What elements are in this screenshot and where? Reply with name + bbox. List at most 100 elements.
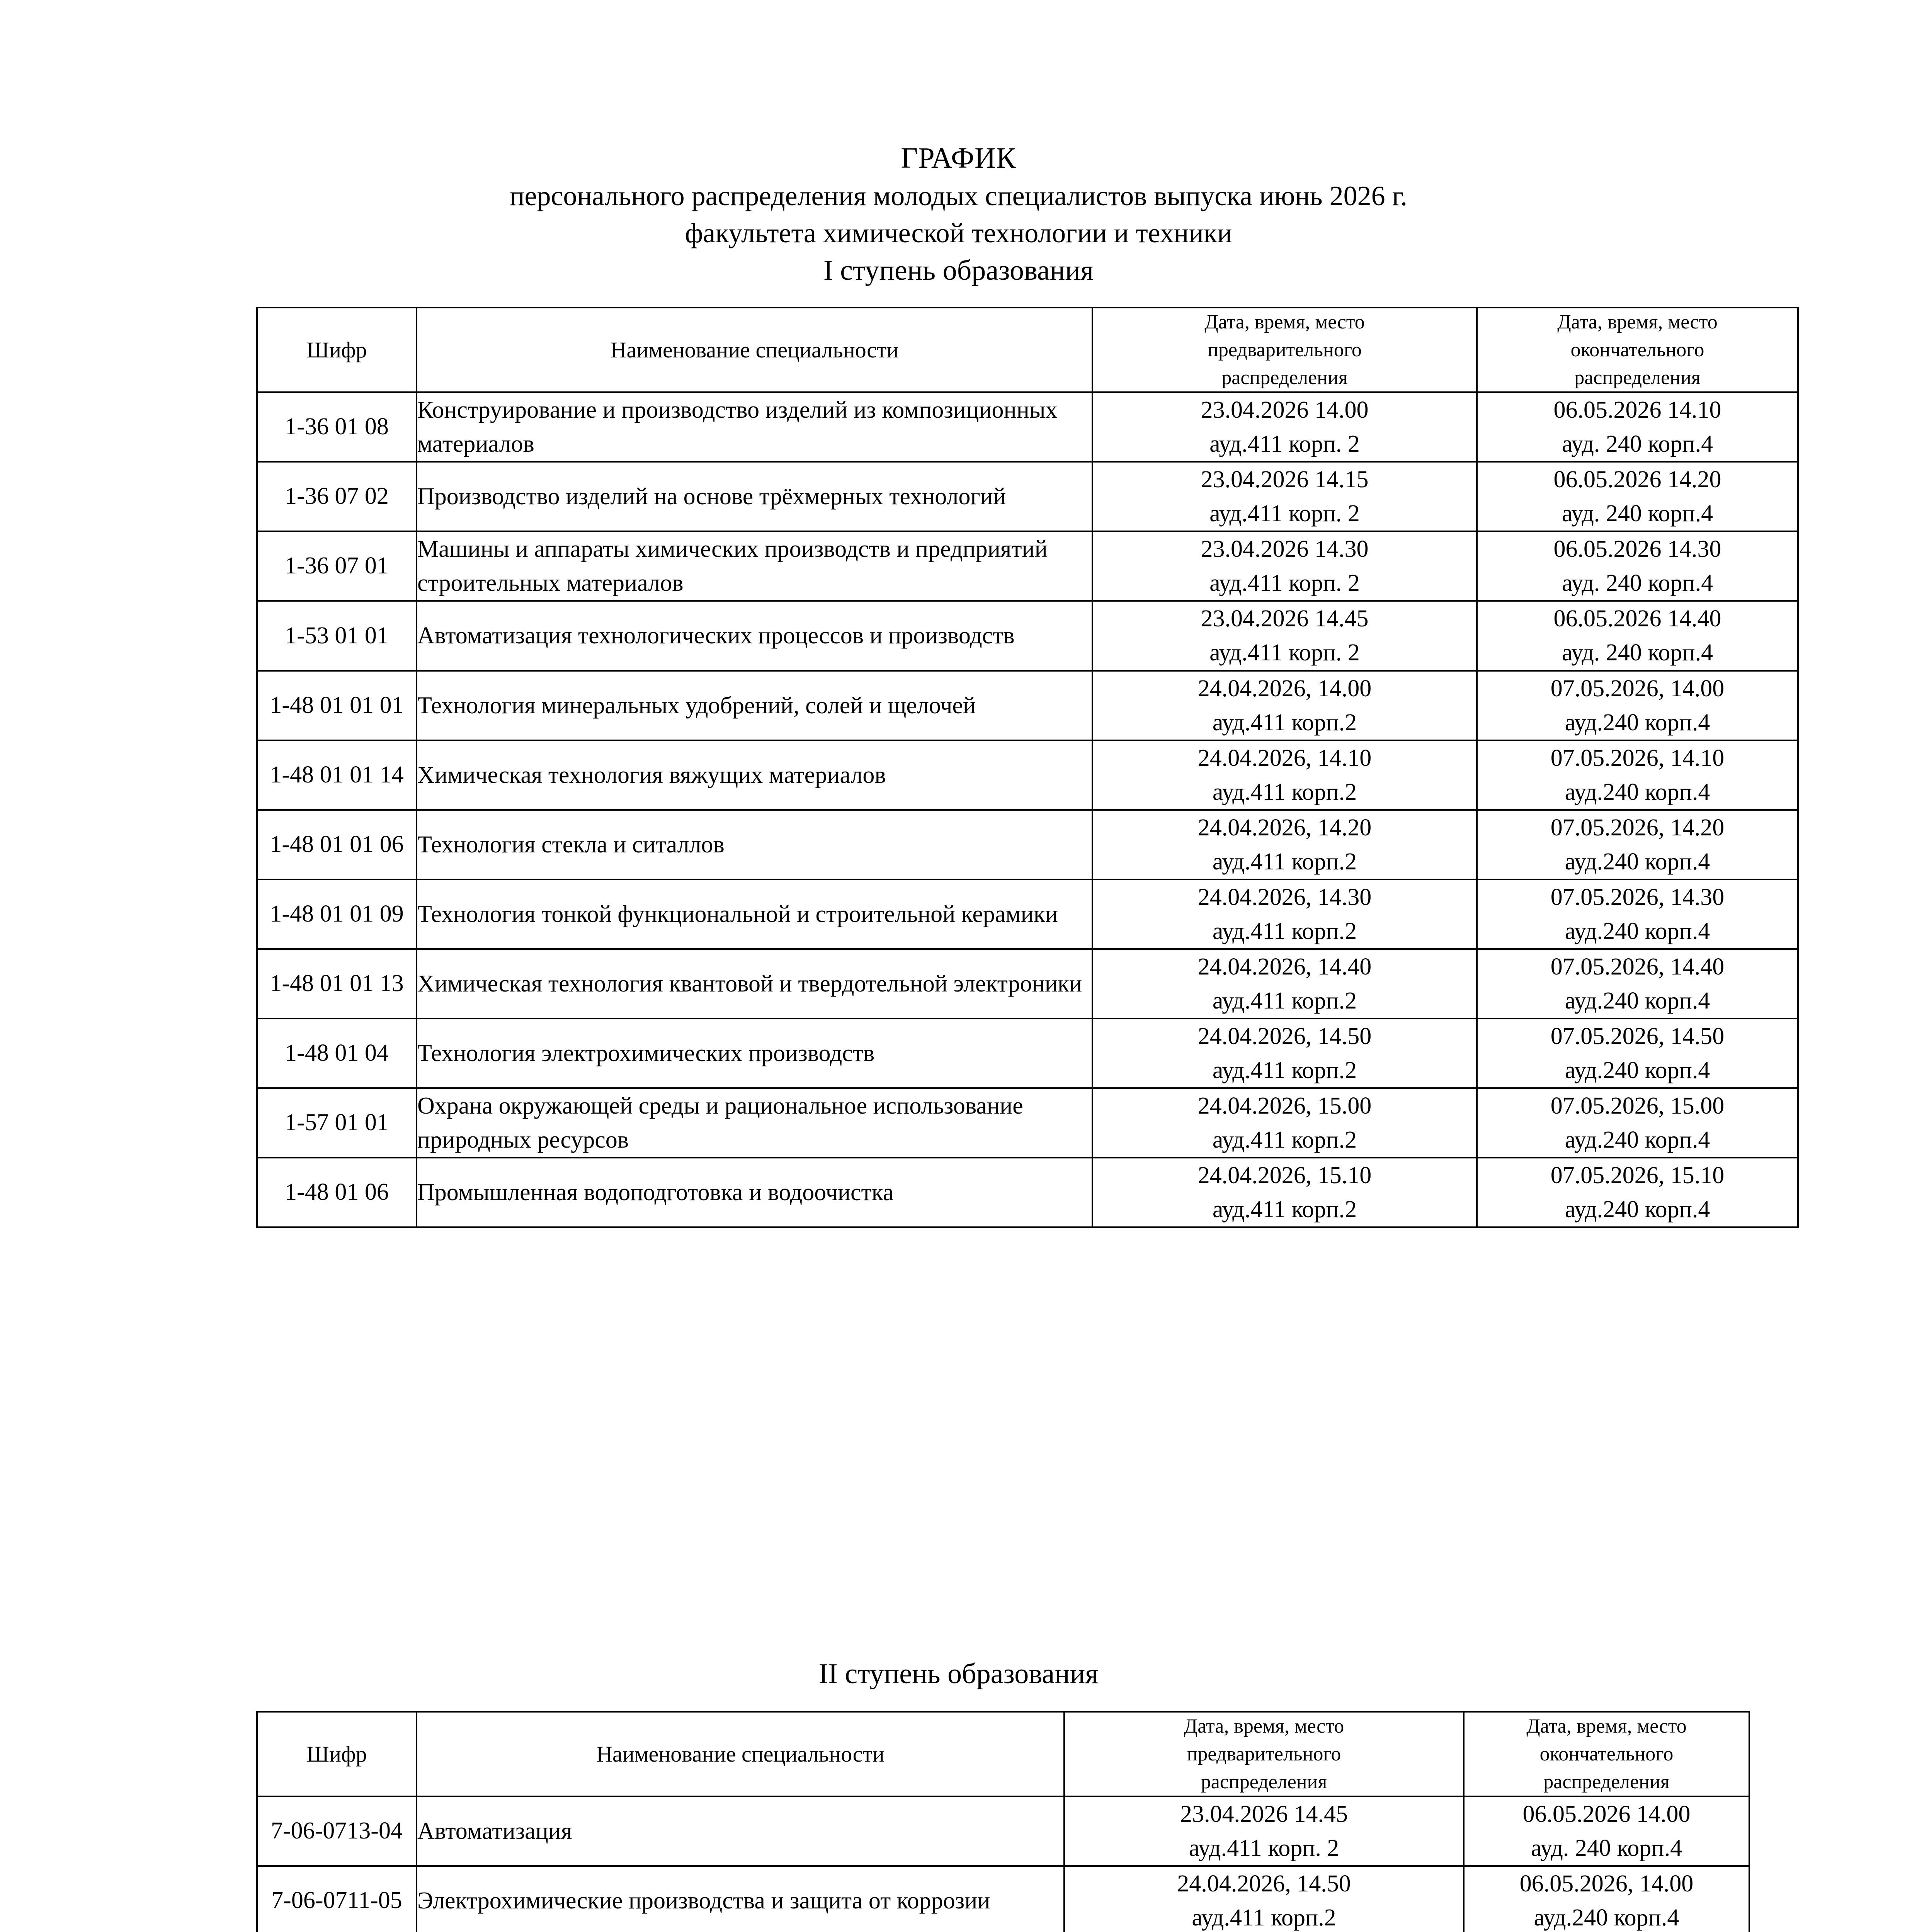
cell-final-distribution: 06.05.2026 14.20 ауд. 240 корп.4 [1476,461,1799,532]
preliminary-header-line-3: распределения [1221,366,1348,389]
schedule-table-stage-2-body: 7-06-0713-04 Автоматизация 23.04.2026 14.4… [256,1796,1750,1932]
preliminary-header-line-3: распределения [1201,1770,1327,1793]
schedule-table-stage-1-body: 1-36 01 08 Конструирование и производство… [256,391,1799,1228]
preliminary-datetime: 24.04.2026, 14.30 [1197,884,1372,910]
final-datetime: 07.05.2026, 15.10 [1550,1162,1725,1189]
final-location: ауд.240 корп.4 [1565,1196,1710,1223]
table-row: 1-48 01 01 13 Химическая технология квант… [256,948,1799,1019]
final-location: ауд. 240 корп.4 [1531,1835,1682,1862]
cell-code: 1-48 01 01 13 [256,948,417,1019]
preliminary-location: ауд.411 корп. 2 [1209,431,1360,457]
cell-preliminary-distribution: 23.04.2026 14.45 ауд.411 корп. 2 [1092,600,1478,672]
final-header-line-1: Дата, время, место [1526,1715,1687,1737]
cell-preliminary-distribution: 24.04.2026, 14.50 ауд.411 корп.2 [1092,1017,1478,1089]
preliminary-location: ауд.411 корп.2 [1212,987,1357,1014]
table-header-row: Шифр Наименование специальности Дата, вр… [256,306,1799,393]
final-location: ауд.240 корп.4 [1565,848,1710,875]
preliminary-location: ауд.411 корп.2 [1212,779,1357,805]
cell-specialty-name: Химическая технология квантовой и твердо… [416,948,1093,1019]
cell-specialty-name: Конструирование и производство изделий и… [416,391,1093,463]
final-datetime: 07.05.2026, 15.00 [1550,1092,1725,1119]
preliminary-location: ауд.411 корп.2 [1212,1126,1357,1153]
preliminary-datetime: 24.04.2026, 14.20 [1197,814,1372,841]
final-location: ауд.240 корп.4 [1534,1905,1679,1931]
cell-preliminary-distribution: 24.04.2026, 15.00 ауд.411 корп.2 [1092,1087,1478,1158]
final-datetime: 06.05.2026 14.00 [1522,1801,1691,1828]
cell-preliminary-distribution: 24.04.2026, 14.10 ауд.411 корп.2 [1092,739,1478,811]
table-header-row: Шифр Наименование специальности Дата, вр… [256,1711,1750,1798]
table-row: 1-57 01 01 Охрана окружающей среды и раци… [256,1087,1799,1158]
final-datetime: 07.05.2026, 14.30 [1550,884,1725,910]
cell-preliminary-distribution: 24.04.2026, 14.00 ауд.411 корп.2 [1092,670,1478,741]
cell-code: 7-06-0711-05 [256,1865,417,1932]
preliminary-header-line-1: Дата, время, место [1204,311,1365,333]
cell-final-distribution: 06.05.2026 14.10 ауд. 240 корп.4 [1476,391,1799,463]
cell-preliminary-distribution: 24.04.2026, 14.40 ауд.411 корп.2 [1092,948,1478,1019]
cell-specialty-name: Охрана окружающей среды и рациональное и… [416,1087,1093,1158]
cell-preliminary-distribution: 24.04.2026, 14.50 ауд.411 корп.2 [1063,1865,1465,1932]
preliminary-location: ауд.411 корп.2 [1212,1057,1357,1083]
final-location: ауд.240 корп.4 [1565,779,1710,805]
preliminary-location: ауд.411 корп.2 [1212,1196,1357,1223]
table-row: 1-48 01 01 06 Технология стекла и ситалло… [256,809,1799,880]
final-location: ауд.240 корп.4 [1565,987,1710,1014]
table-row: 1-48 01 01 09 Технология тонкой функциона… [256,878,1799,950]
final-location: ауд.240 корп.4 [1565,1126,1710,1153]
cell-specialty-name: Технология тонкой функциональной и строи… [416,878,1093,950]
page-title: ГРАФИК [901,142,1016,174]
cell-final-distribution: 06.05.2026 14.30 ауд. 240 корп.4 [1476,531,1799,602]
final-location: ауд. 240 корп.4 [1561,639,1713,666]
cell-final-distribution: 07.05.2026, 14.10 ауд.240 корп.4 [1476,739,1799,811]
final-datetime: 06.05.2026 14.10 [1553,397,1721,423]
final-location: ауд.240 корп.4 [1565,918,1710,944]
cell-final-distribution: 07.05.2026, 14.50 ауд.240 корп.4 [1476,1017,1799,1089]
cell-code: 1-53 01 01 [256,600,417,672]
cell-preliminary-distribution: 23.04.2026 14.00 ауд.411 корп. 2 [1092,391,1478,463]
preliminary-location: ауд.411 корп.2 [1192,1905,1336,1931]
preliminary-datetime: 24.04.2026, 14.00 [1197,675,1372,702]
final-location: ауд. 240 корп.4 [1561,431,1713,457]
preliminary-location: ауд.411 корп. 2 [1209,639,1360,666]
final-location: ауд.240 корп.4 [1565,1057,1710,1083]
final-header-line-2: окончательного [1570,338,1704,361]
cell-specialty-name: Автоматизация [416,1796,1065,1867]
preliminary-datetime: 24.04.2026, 14.50 [1177,1871,1351,1897]
cell-specialty-name: Технология стекла и ситаллов [416,809,1093,880]
cell-specialty-name: Автоматизация технологических процессов … [416,600,1093,672]
preliminary-location: ауд.411 корп.2 [1212,848,1357,875]
final-header-line-3: распределения [1574,366,1701,389]
final-datetime: 06.05.2026, 14.00 [1519,1871,1694,1897]
preliminary-datetime: 23.04.2026 14.15 [1201,466,1369,493]
cell-code: 1-36 01 08 [256,391,417,463]
preliminary-location: ауд.411 корп.2 [1212,918,1357,944]
final-datetime: 06.05.2026 14.40 [1553,605,1721,632]
cell-code: 1-48 01 06 [256,1156,417,1228]
preliminary-location: ауд.411 корп. 2 [1209,500,1360,527]
cell-preliminary-distribution: 23.04.2026 14.15 ауд.411 корп. 2 [1092,461,1478,532]
preliminary-header-line-2: предварительного [1208,338,1362,361]
cell-code: 1-57 01 01 [256,1087,417,1158]
final-datetime: 07.05.2026, 14.40 [1550,953,1725,980]
preliminary-datetime: 23.04.2026 14.45 [1180,1801,1348,1828]
cell-final-distribution: 07.05.2026, 14.30 ауд.240 корп.4 [1476,878,1799,950]
cell-code: 1-48 01 04 [256,1017,417,1089]
column-header-preliminary: Дата, время, место предварительного расп… [1092,306,1478,393]
final-header-line-3: распределения [1543,1770,1670,1793]
final-location: ауд.240 корп.4 [1565,709,1710,736]
cell-specialty-name: Химическая технология вяжущих материалов [416,739,1093,811]
cell-specialty-name: Промышленная водоподготовка и водоочистк… [416,1156,1093,1228]
cell-preliminary-distribution: 23.04.2026 14.45 ауд.411 корп. 2 [1063,1796,1465,1867]
preliminary-datetime: 24.04.2026, 14.50 [1197,1023,1372,1049]
cell-final-distribution: 06.05.2026 14.40 ауд. 240 корп.4 [1476,600,1799,672]
preliminary-datetime: 24.04.2026, 15.10 [1197,1162,1372,1189]
column-header-code: Шифр [256,306,417,393]
preliminary-header-line-2: предварительного [1187,1743,1341,1765]
cell-code: 1-36 07 01 [256,531,417,602]
table-row: 7-06-0713-04 Автоматизация 23.04.2026 14.4… [256,1796,1750,1867]
preliminary-datetime: 23.04.2026 14.45 [1201,605,1369,632]
preliminary-datetime: 24.04.2026, 14.10 [1197,745,1372,771]
preliminary-datetime: 24.04.2026, 15.00 [1197,1092,1372,1119]
preliminary-datetime: 24.04.2026, 14.40 [1197,953,1372,980]
table-row: 1-36 07 02 Производство изделий на основе… [256,461,1799,532]
cell-specialty-name: Электрохимические производства и защита … [416,1865,1065,1932]
